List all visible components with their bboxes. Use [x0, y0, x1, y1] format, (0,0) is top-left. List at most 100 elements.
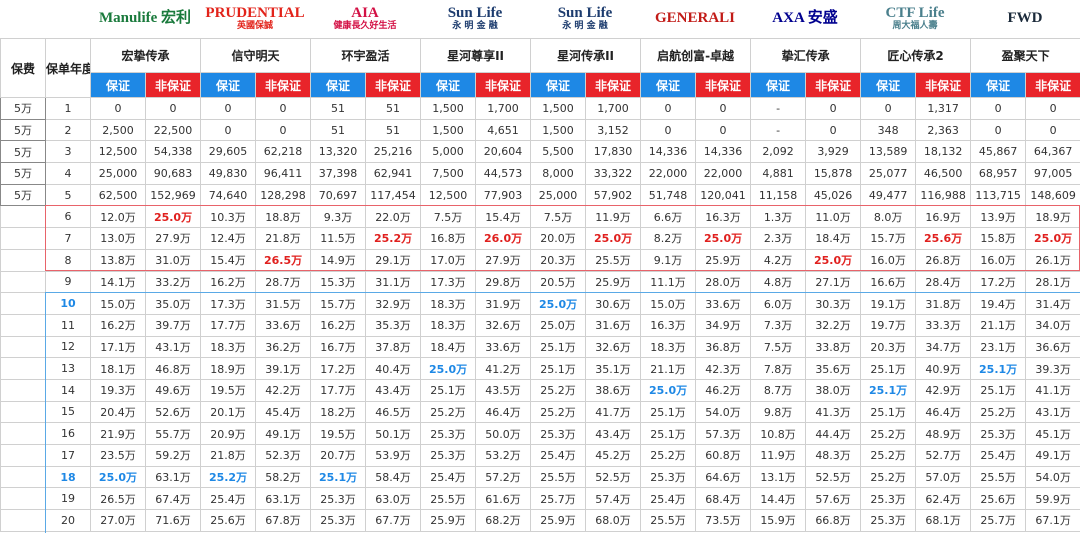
- value-cell: 27.9万: [146, 228, 201, 250]
- value-cell: 39.1万: [256, 358, 311, 380]
- year-cell: 4: [46, 163, 91, 185]
- value-cell: 25.1万: [641, 423, 696, 445]
- column-header: 保费: [1, 39, 46, 98]
- premium-cell: [1, 336, 46, 358]
- value-cell: 14.4万: [751, 488, 806, 510]
- value-cell: 25.5万: [971, 466, 1026, 488]
- value-cell: 25.3万: [531, 423, 586, 445]
- value-cell: 25,077: [861, 163, 916, 185]
- value-cell: 1,500: [421, 98, 476, 120]
- value-cell: 20.1万: [201, 401, 256, 423]
- subheader: 保证: [311, 73, 366, 98]
- value-cell: 16.3万: [641, 314, 696, 336]
- value-cell: 20,604: [476, 141, 531, 163]
- value-cell: 20.7万: [311, 445, 366, 467]
- value-cell: 11.9万: [751, 445, 806, 467]
- value-cell: 44.4万: [806, 423, 861, 445]
- value-cell: 13,589: [861, 141, 916, 163]
- value-cell: 51: [366, 119, 421, 141]
- value-cell: 18.9万: [1026, 206, 1080, 228]
- value-cell: 36.6万: [1026, 336, 1080, 358]
- value-cell: 11.9万: [586, 206, 641, 228]
- value-cell: 25.9万: [696, 249, 751, 271]
- value-cell: 62,218: [256, 141, 311, 163]
- value-cell: 33,322: [586, 163, 641, 185]
- value-cell: 16.9万: [916, 206, 971, 228]
- value-cell: 49.1万: [1026, 445, 1080, 467]
- product-header: 星河尊享II: [421, 39, 531, 73]
- value-cell: 59.9万: [1026, 488, 1080, 510]
- value-cell: 17.2万: [971, 271, 1026, 293]
- value-cell: 0: [256, 119, 311, 141]
- premium-cell: [1, 249, 46, 271]
- value-cell: 48.3万: [806, 445, 861, 467]
- value-cell: 22,000: [696, 163, 751, 185]
- value-cell: 18.1万: [91, 358, 146, 380]
- value-cell: 46,500: [916, 163, 971, 185]
- value-cell: 27.9万: [476, 249, 531, 271]
- value-cell: 25.0万: [641, 379, 696, 401]
- value-cell: 41.3万: [806, 401, 861, 423]
- value-cell: 34.0万: [1026, 314, 1080, 336]
- subheader: 保证: [861, 73, 916, 98]
- value-cell: 1,700: [586, 98, 641, 120]
- year-cell: 7: [46, 228, 91, 250]
- value-cell: 68.1万: [916, 510, 971, 532]
- subheader: 保证: [751, 73, 806, 98]
- value-cell: 68,957: [971, 163, 1026, 185]
- value-cell: 12,500: [421, 184, 476, 206]
- year-cell: 9: [46, 271, 91, 293]
- value-cell: 25.0万: [586, 228, 641, 250]
- value-cell: 52.6万: [146, 401, 201, 423]
- value-cell: 49.1万: [256, 423, 311, 445]
- subheader: 非保证: [806, 73, 861, 98]
- subheader: 非保证: [476, 73, 531, 98]
- value-cell: 19.3万: [91, 379, 146, 401]
- value-cell: 18.9万: [201, 358, 256, 380]
- value-cell: 14,336: [696, 141, 751, 163]
- value-cell: 3,152: [586, 119, 641, 141]
- year-cell: 10: [46, 293, 91, 315]
- value-cell: 7.8万: [751, 358, 806, 380]
- value-cell: 15.8万: [971, 228, 1026, 250]
- value-cell: 25.9万: [421, 510, 476, 532]
- logo: Manulife 宏利: [90, 0, 200, 38]
- value-cell: 25.4万: [421, 466, 476, 488]
- logo-text: 周大福人壽: [892, 22, 937, 31]
- value-cell: 16.2万: [201, 271, 256, 293]
- value-cell: 25.0万: [696, 228, 751, 250]
- value-cell: 4.2万: [751, 249, 806, 271]
- value-cell: 34.9万: [696, 314, 751, 336]
- premium-cell: [1, 293, 46, 315]
- subheader: 非保证: [1026, 73, 1080, 98]
- value-cell: 38.0万: [806, 379, 861, 401]
- value-cell: 33.2万: [146, 271, 201, 293]
- value-cell: 35.1万: [586, 358, 641, 380]
- year-cell: 12: [46, 336, 91, 358]
- value-cell: 23.5万: [91, 445, 146, 467]
- value-cell: 36.8万: [696, 336, 751, 358]
- value-cell: 25.5万: [641, 510, 696, 532]
- value-cell: 25.2万: [366, 228, 421, 250]
- value-cell: 28.7万: [256, 271, 311, 293]
- value-cell: 1,700: [476, 98, 531, 120]
- value-cell: 25.2万: [201, 466, 256, 488]
- value-cell: 67.8万: [256, 510, 311, 532]
- value-cell: 16.3万: [696, 206, 751, 228]
- value-cell: 17.0万: [421, 249, 476, 271]
- value-cell: 25.4万: [641, 488, 696, 510]
- value-cell: 57,902: [586, 184, 641, 206]
- value-cell: 25.1万: [531, 336, 586, 358]
- value-cell: 57.6万: [806, 488, 861, 510]
- value-cell: 64.6万: [696, 466, 751, 488]
- value-cell: 25.5万: [421, 488, 476, 510]
- value-cell: 26.1万: [1026, 249, 1080, 271]
- value-cell: 25.0万: [1026, 228, 1080, 250]
- value-cell: 12,500: [91, 141, 146, 163]
- premium-cell: [1, 228, 46, 250]
